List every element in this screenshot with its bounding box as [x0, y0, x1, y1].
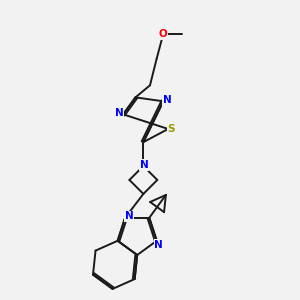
Text: O: O	[159, 29, 168, 39]
Text: S: S	[168, 124, 175, 134]
Text: N: N	[154, 240, 163, 250]
Text: N: N	[163, 95, 172, 105]
Text: N: N	[115, 108, 124, 118]
Text: N: N	[140, 160, 148, 170]
Text: N: N	[125, 212, 134, 221]
